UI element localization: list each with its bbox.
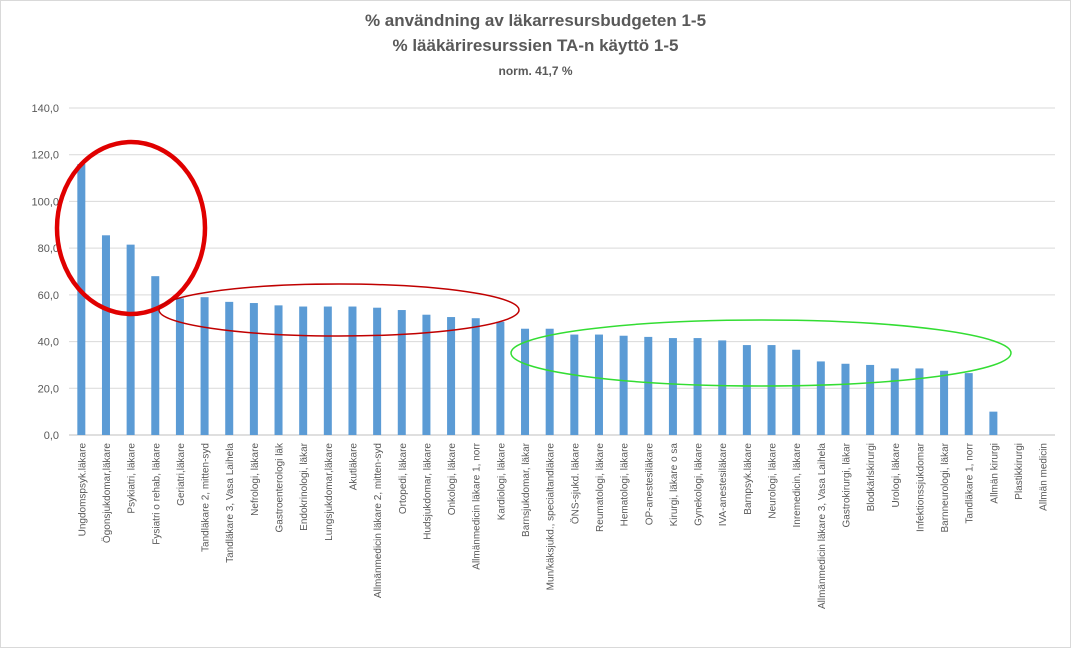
x-tick-label: Barnsjukdomar, läkar: [521, 442, 532, 537]
bar: [594, 334, 603, 435]
y-tick-label: 120,0: [31, 150, 59, 162]
x-tick-label: Gynekologi, läkare: [694, 443, 705, 526]
x-tick-label: Allmänmedicin läkare 1, norr: [472, 442, 483, 569]
y-tick-label: 40,0: [38, 337, 59, 349]
bar: [521, 328, 530, 435]
bar: [940, 370, 949, 435]
x-tick-label: Ortopedi, läkare: [398, 443, 409, 515]
bar: [890, 368, 899, 435]
x-tick-label: Urologi, läkare: [891, 443, 902, 508]
y-tick-label: 60,0: [38, 290, 59, 302]
bar: [742, 345, 751, 435]
x-tick-label: Geriatri,läkare: [176, 443, 187, 506]
bar: [249, 303, 258, 435]
y-tick-label: 100,0: [31, 196, 59, 208]
x-tick-label: Fysiatri o rehab, läkare: [151, 443, 162, 545]
bar: [570, 334, 579, 435]
bar: [718, 340, 727, 435]
bar: [447, 317, 456, 435]
y-tick-label: 80,0: [38, 243, 59, 255]
bar: [816, 361, 825, 435]
bar: [101, 235, 110, 435]
x-tick-label: ÖNS-sjukd. läkare: [569, 443, 581, 525]
x-tick-label: Gastrokirurgi, läkar: [841, 442, 852, 527]
x-tick-label: Infektionssjukdomar: [915, 442, 926, 532]
annotation-ellipse: [54, 139, 208, 317]
bar: [644, 336, 653, 435]
bar: [422, 314, 431, 435]
bar: [126, 244, 135, 435]
bar: [964, 373, 973, 435]
x-tick-label: Mun/käksjukd., specialtandläkare: [546, 443, 557, 591]
bar: [348, 306, 357, 435]
x-tick-label: Ögonsjukdomar,läkare: [101, 443, 113, 543]
bar: [200, 297, 209, 435]
x-tick-label: Gastroenterologi läk: [275, 442, 286, 532]
x-tick-label: OP-anestesiläkare: [644, 443, 655, 526]
y-tick-label: 140,0: [31, 103, 59, 115]
x-tick-label: Tandläkare 3, Vasa Laihela: [225, 443, 236, 563]
x-tick-label: Allmän medicin: [1039, 443, 1050, 511]
bar: [151, 276, 160, 435]
x-tick-label: Neurologi, läkare: [768, 443, 779, 519]
bar: [792, 349, 801, 435]
bar: [274, 305, 283, 435]
bar: [496, 321, 505, 435]
bar: [323, 306, 332, 435]
x-tick-label: Nefrologi, läkare: [250, 443, 261, 516]
bar: [668, 338, 677, 435]
bar: [545, 328, 554, 435]
annotation-ellipse: [510, 319, 1012, 387]
x-tick-label: Blodkärlskirurgi: [866, 443, 877, 511]
x-tick-label: Plastikkirurgi: [1014, 443, 1025, 500]
x-tick-label: Kardiologi, läkare: [496, 443, 507, 521]
x-tick-label: Ungdomspsyk.läkare: [77, 443, 88, 537]
bar: [693, 338, 702, 435]
bar: [397, 310, 406, 435]
chart-title: % användning av läkarresursbudgeten 1-5: [364, 11, 707, 30]
bar: [866, 364, 875, 435]
x-tick-label: Inremedicin, läkare: [792, 443, 803, 528]
chart-subtitle: % lääkäriresurssien TA-n käyttö 1-5: [392, 36, 679, 55]
x-tick-label: Allmänmedicin läkare 3, Vasa Laihela: [817, 443, 828, 609]
chart-note: norm. 41,7 %: [498, 64, 573, 78]
bar: [175, 298, 184, 435]
x-tick-label: Endokrinologi, läkar: [299, 442, 310, 530]
bar: [619, 335, 628, 435]
bar: [767, 345, 776, 435]
bar: [77, 164, 86, 436]
x-tick-label: Hudsjukdomar, läkare: [422, 443, 433, 540]
y-tick-label: 20,0: [38, 383, 59, 395]
x-tick-label: Barnneurologi, läkar: [940, 442, 951, 532]
x-tick-label: Barnpsyk.läkare: [743, 443, 754, 515]
x-tick-label: IVA-anestesiläkare: [718, 443, 729, 527]
bar: [299, 306, 308, 435]
x-tick-label: Reumatologi, läkare: [595, 443, 606, 532]
bar: [373, 307, 382, 435]
x-tick-label: Onkologi, läkare: [447, 443, 458, 516]
bar: [989, 411, 998, 435]
x-tick-label: Kirurgi, läkare o sa: [669, 443, 680, 527]
bar: [841, 363, 850, 435]
x-tick-label: Allmän kirurgi: [989, 443, 1000, 504]
x-tick-label: Tandläkare 2, mitten-syd: [201, 443, 212, 552]
bar: [225, 301, 234, 435]
x-tick-label: Hematologi, läkare: [620, 443, 631, 527]
bar: [915, 368, 924, 435]
x-tick-label: Tandläkare 1, norr: [965, 442, 976, 523]
x-tick-label: Akutläkare: [348, 443, 359, 491]
x-tick-label: Psykiatri, läkare: [127, 443, 138, 514]
bar: [471, 318, 480, 435]
x-tick-label: Allmänmedicin läkare 2, mitten-syd: [373, 443, 384, 598]
annotation-ellipse: [158, 283, 520, 337]
y-tick-label: 0,0: [44, 430, 59, 442]
x-tick-label: Lungsjukdomar,läkare: [324, 443, 335, 541]
